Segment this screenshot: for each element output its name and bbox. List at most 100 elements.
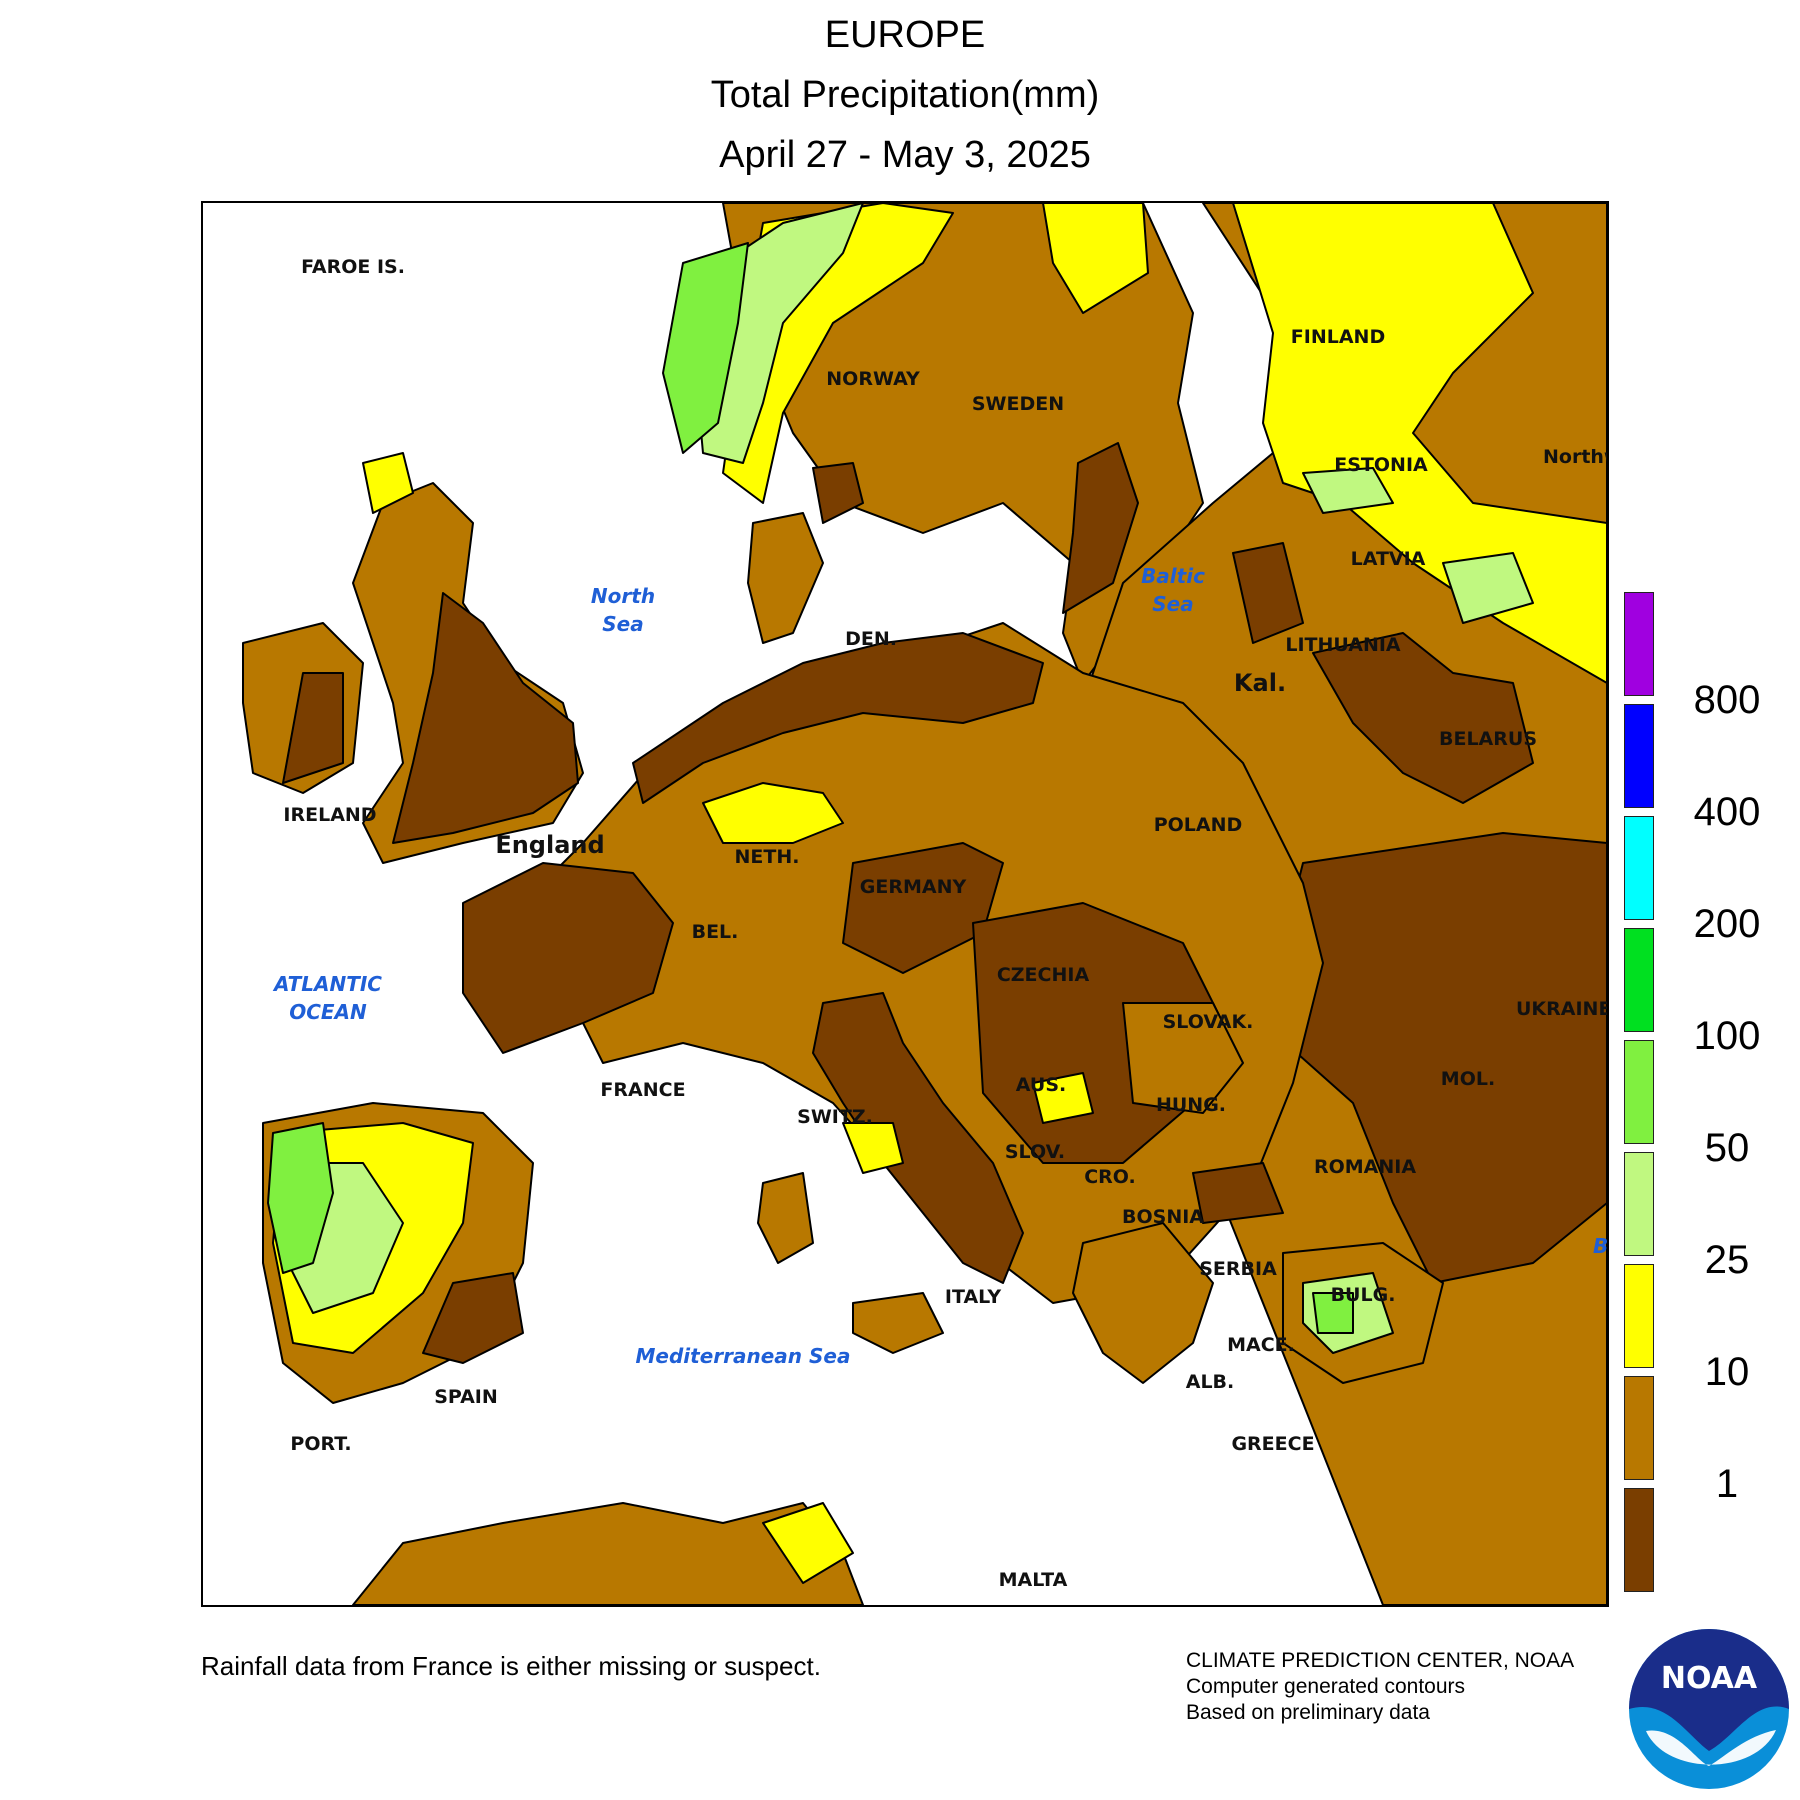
- label-norway: NORWAY: [826, 368, 920, 390]
- turkey-green: [1312, 1292, 1354, 1334]
- legend-tick-25: 25: [1704, 1238, 1750, 1282]
- nw-district-light-green: [1442, 552, 1534, 624]
- serbia-yellow: [1032, 1072, 1094, 1124]
- label-albania: ALB.: [1186, 1371, 1235, 1393]
- label-finland: FINLAND: [1291, 326, 1385, 348]
- credit-line: CLIMATE PREDICTION CENTER, NOAA: [1186, 1649, 1575, 1672]
- ukraine-dark: [1262, 832, 1607, 1284]
- england-dark: [392, 592, 579, 844]
- legend-swatch-6: [1624, 1264, 1654, 1368]
- label-greece: GREECE: [1231, 1433, 1314, 1455]
- legend-swatch-2: [1624, 816, 1654, 920]
- label-slovakia: SLOVAK.: [1163, 1011, 1254, 1033]
- sea-baltic: Baltic Sea: [1141, 564, 1205, 616]
- label-portugal: PORT.: [290, 1433, 351, 1455]
- precipitation-map: North Sea Baltic Sea ATLANTIC OCEAN Mediter…: [201, 201, 1609, 1607]
- label-germany: GERMANY: [860, 876, 967, 898]
- legend-tick-200: 200: [1693, 902, 1761, 946]
- label-bosnia: BOSNIA: [1122, 1206, 1204, 1228]
- italy-yellow: [842, 1122, 904, 1174]
- label-netherlands: NETH.: [735, 846, 800, 868]
- legend-tick-10: 10: [1704, 1350, 1750, 1394]
- basis-line: Based on preliminary data: [1186, 1701, 1430, 1724]
- label-italy: ITALY: [945, 1286, 1001, 1308]
- map-period: April 27 - May 3, 2025: [719, 134, 1091, 176]
- map-product: Total Precipitation(mm): [710, 74, 1100, 116]
- country-labels: FAROE IS. NORWAY SWEDEN FINLAND ESTONIA …: [283, 256, 1607, 1591]
- sweden-dark: [1062, 442, 1139, 614]
- legend-tick-400: 400: [1693, 790, 1761, 834]
- label-faroe: FAROE IS.: [301, 256, 405, 278]
- norway-coast-green: [662, 242, 749, 454]
- ireland-dark: [282, 672, 344, 784]
- legend-swatch-1: [1624, 704, 1654, 808]
- italy: [812, 992, 1024, 1284]
- label-austria: AUS.: [1016, 1074, 1066, 1096]
- label-bulgaria: BULG.: [1331, 1284, 1396, 1306]
- label-czechia: CZECHIA: [997, 964, 1090, 986]
- label-serbia: SERBIA: [1199, 1258, 1277, 1280]
- method-line: Computer generated contours: [1186, 1675, 1465, 1698]
- label-belarus: BELARUS: [1439, 728, 1537, 750]
- sea-atlantic: ATLANTIC OCEAN: [272, 972, 382, 1024]
- label-macedonia: MACE.: [1227, 1334, 1295, 1356]
- legend-swatch-0: [1624, 592, 1654, 696]
- sicily: [852, 1292, 944, 1354]
- legend-swatch-4: [1624, 1040, 1654, 1144]
- label-romania: ROMANIA: [1314, 1156, 1416, 1178]
- label-belgium: BEL.: [692, 921, 739, 943]
- france-dark: [462, 862, 674, 1054]
- legend-swatch-3: [1624, 928, 1654, 1032]
- bulgaria-dark: [1192, 1162, 1284, 1224]
- legend-tick-1: 1: [1715, 1462, 1739, 1506]
- latvia-dark: [1232, 542, 1304, 644]
- norway-dark-spot: [812, 462, 864, 524]
- legend-swatch-5: [1624, 1152, 1654, 1256]
- label-france: FRANCE: [600, 1079, 685, 1101]
- label-ukraine: UKRAINE: [1516, 998, 1607, 1020]
- credits-block: CLIMATE PREDICTION CENTER, NOAA Computer…: [1186, 1648, 1606, 1726]
- north-africa-yellow: [762, 1502, 854, 1584]
- label-estonia: ESTONIA: [1334, 454, 1428, 476]
- label-nw-district: Northwestern District: [1543, 446, 1607, 468]
- legend-tick-50: 50: [1704, 1126, 1750, 1170]
- noaa-logo: NOAA: [1629, 1629, 1789, 1789]
- sea-mediterranean: Mediterranean Sea: [636, 1344, 851, 1368]
- germany-yellow: [702, 782, 844, 844]
- label-croatia: CRO.: [1084, 1166, 1136, 1188]
- label-ireland: IRELAND: [283, 804, 376, 826]
- label-hungary: HUNG.: [1156, 1094, 1226, 1116]
- sardinia: [757, 1172, 814, 1264]
- portugal-green: [267, 1122, 334, 1274]
- map-title: EUROPE: [824, 14, 986, 56]
- noaa-logo-text: NOAA: [1661, 1661, 1758, 1696]
- legend-swatch-8: [1624, 1488, 1654, 1592]
- label-england: England: [495, 831, 604, 859]
- label-latvia: LATVIA: [1351, 548, 1426, 570]
- estonia-light-green: [1302, 467, 1394, 514]
- sea-black: Black Sea: [1593, 1234, 1607, 1258]
- sweden-yellow: [1042, 203, 1149, 314]
- romania-brown: [1122, 1002, 1244, 1114]
- label-sweden: SWEDEN: [972, 393, 1064, 415]
- map-canvas: North Sea Baltic Sea ATLANTIC OCEAN Mediter…: [242, 203, 1607, 1605]
- color-legend: 800 400 200 100 50 25 10 1: [1620, 592, 1800, 1604]
- scotland-yellow: [362, 452, 414, 514]
- france-data-note: Rainfall data from France is either miss…: [201, 1651, 821, 1681]
- belarus-dark: [1312, 632, 1534, 804]
- greece: [1072, 1222, 1214, 1384]
- label-denmark: DEN.: [845, 628, 897, 650]
- spain-east-dark: [422, 1272, 524, 1364]
- sea-labels: North Sea Baltic Sea ATLANTIC OCEAN Mediter…: [272, 564, 1607, 1368]
- label-switzerland: SWITZ.: [797, 1106, 873, 1128]
- label-poland: POLAND: [1154, 814, 1243, 836]
- legend-tick-100: 100: [1693, 1014, 1761, 1058]
- denmark: [747, 512, 824, 644]
- label-malta: MALTA: [999, 1569, 1068, 1591]
- label-kaliningrad: Kal.: [1234, 669, 1286, 697]
- precip-fields: [242, 203, 1607, 1605]
- north-germany-dark: [632, 632, 1044, 804]
- label-moldova: MOL.: [1441, 1068, 1495, 1090]
- label-lithuania: LITHUANIA: [1285, 634, 1401, 656]
- legend-tick-800: 800: [1693, 678, 1761, 722]
